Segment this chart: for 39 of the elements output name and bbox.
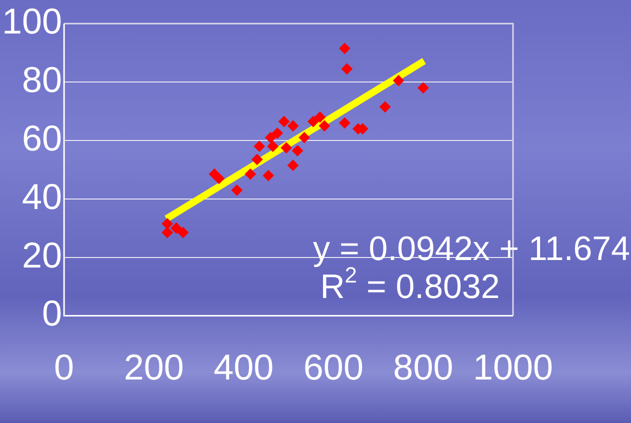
point [418,82,429,94]
y-tick-label: 20 [22,234,62,276]
point [288,160,299,171]
point [393,75,404,86]
y-tick-label: 0 [42,292,62,334]
point [244,168,256,180]
point [339,42,350,54]
point [162,227,173,238]
point [170,222,182,234]
y-tick-label: 80 [22,58,62,100]
point [252,154,263,165]
point [267,140,278,152]
point [318,120,330,132]
point [314,112,326,123]
x-tick-label: 800 [393,346,454,388]
point [298,132,310,144]
point [288,120,299,132]
point [265,132,276,144]
point [162,218,173,230]
point [278,116,290,127]
point [178,227,189,238]
point [213,172,224,184]
point [339,117,350,128]
point [272,128,283,139]
point [262,170,274,182]
x-tick-label: 600 [303,346,364,388]
point [308,116,319,127]
point [292,145,304,156]
point [380,101,391,112]
point [280,142,292,154]
x-tick-label: 1000 [472,346,554,388]
y-tick-label: 60 [22,117,62,158]
x-tick-label: 200 [124,346,184,388]
y-tick-label: 100 [2,0,62,42]
x-tick-label: 400 [214,346,274,388]
y-tick-label: 40 [22,176,62,217]
point [254,140,265,152]
point [231,184,242,196]
point [341,63,352,74]
